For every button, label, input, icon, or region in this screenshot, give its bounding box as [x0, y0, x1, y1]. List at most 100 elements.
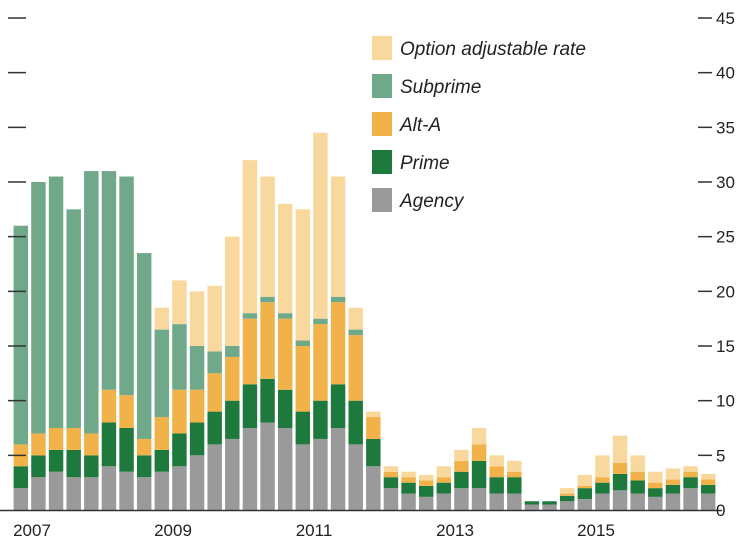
bar-subprime-2009-07	[189, 346, 205, 390]
bar-prime-2009-01	[154, 449, 170, 472]
bar-subprime-2010-04	[242, 313, 258, 319]
bar-alt-a-2015-10	[630, 471, 645, 481]
bar-agency-2016-10	[700, 493, 716, 510]
bar-option-adjustable-rate-2009-01	[154, 307, 170, 330]
bar-alt-a-2015-04	[595, 477, 610, 483]
bar-prime-2009-07	[189, 422, 205, 456]
bar-subprime-2009-04	[172, 324, 187, 390]
bar-alt-a-2015-01	[577, 485, 593, 489]
bars-group	[13, 132, 716, 510]
bar-option-adjustable-rate-2015-01	[577, 475, 593, 486]
y-tick-label-20: 20	[716, 282, 735, 301]
bar-subprime-2011-04	[313, 318, 328, 325]
bar-option-adjustable-rate-2016-04	[665, 468, 681, 480]
bar-alt-a-2013-07	[471, 444, 487, 461]
bar-prime-2014-04	[524, 501, 540, 505]
bar-agency-2016-01	[648, 496, 663, 510]
bar-option-adjustable-rate-2014-10	[559, 488, 575, 494]
y-tick-label-40: 40	[716, 64, 735, 83]
bar-prime-2007-01	[13, 466, 29, 489]
bar-prime-2010-07	[260, 378, 275, 423]
legend-swatch-subprime	[372, 74, 392, 98]
bar-option-adjustable-rate-2010-07	[260, 176, 275, 297]
bar-agency-2011-01	[295, 444, 311, 510]
bar-alt-a-2016-01	[648, 482, 663, 489]
bar-prime-2014-07	[542, 501, 557, 505]
bar-agency-2014-04	[524, 504, 540, 510]
bar-option-adjustable-rate-2010-01	[225, 236, 240, 346]
bar-prime-2007-04	[31, 455, 46, 478]
bar-alt-a-2007-10	[66, 428, 81, 450]
bar-subprime-2009-10	[207, 351, 222, 374]
bar-subprime-2008-01	[84, 171, 99, 434]
bar-alt-a-2010-04	[242, 318, 258, 385]
legend-label-alt-a: Alt-A	[399, 115, 441, 136]
bar-prime-2012-10	[418, 485, 434, 497]
bar-prime-2011-07	[330, 384, 346, 428]
bar-alt-a-2011-01	[295, 346, 311, 412]
bar-agency-2010-10	[277, 428, 293, 510]
bar-agency-2012-04	[383, 488, 399, 510]
bar-option-adjustable-rate-2009-07	[189, 291, 205, 346]
bar-prime-2007-10	[66, 449, 81, 478]
bar-option-adjustable-rate-2013-07	[471, 428, 487, 445]
bar-alt-a-2011-10	[348, 335, 363, 401]
bar-alt-a-2008-07	[119, 395, 134, 428]
bar-option-adjustable-rate-2016-07	[683, 466, 698, 472]
bar-subprime-2007-01	[13, 225, 29, 445]
bar-agency-2013-10	[489, 493, 504, 510]
bar-agency-2008-10	[136, 477, 152, 510]
bar-option-adjustable-rate-2009-10	[207, 285, 222, 352]
bar-option-adjustable-rate-2011-01	[295, 209, 311, 341]
bar-prime-2012-07	[401, 482, 416, 494]
legend-swatch-prime	[372, 150, 392, 174]
bar-alt-a-2013-10	[489, 466, 504, 478]
bar-option-adjustable-rate-2012-01	[366, 411, 381, 418]
bar-alt-a-2011-07	[330, 302, 346, 385]
bar-agency-2007-10	[66, 477, 81, 510]
bar-agency-2009-01	[154, 471, 170, 510]
bar-option-adjustable-rate-2016-10	[700, 473, 716, 480]
bar-option-adjustable-rate-2016-01	[648, 471, 663, 483]
bar-agency-2009-10	[207, 444, 222, 510]
bar-alt-a-2008-01	[84, 433, 99, 456]
bar-prime-2016-07	[683, 477, 698, 489]
bar-option-adjustable-rate-2012-04	[383, 466, 399, 472]
bar-prime-2014-01	[507, 477, 522, 494]
bar-prime-2011-04	[313, 400, 328, 439]
bar-option-adjustable-rate-2013-04	[454, 449, 469, 461]
bar-alt-a-2012-04	[383, 471, 399, 478]
bar-option-adjustable-rate-2015-04	[595, 455, 610, 478]
x-tick-label-2013: 2013	[436, 521, 474, 540]
bar-agency-2014-10	[559, 501, 575, 510]
bar-subprime-2011-07	[330, 296, 346, 303]
bar-agency-2011-07	[330, 428, 346, 510]
bar-alt-a-2015-07	[612, 462, 628, 474]
legend-label-prime: Prime	[400, 153, 450, 174]
bar-agency-2009-04	[172, 466, 187, 510]
bar-alt-a-2009-04	[172, 389, 187, 434]
bar-option-adjustable-rate-2011-10	[348, 307, 363, 330]
x-tick-label-2011: 2011	[296, 521, 333, 540]
bar-prime-2013-07	[471, 460, 487, 489]
y-tick-label-30: 30	[716, 173, 735, 192]
y-tick-label-45: 45	[716, 9, 735, 28]
bar-agency-2011-04	[313, 438, 328, 510]
bar-alt-a-2008-10	[136, 438, 152, 456]
bar-option-adjustable-rate-2009-04	[172, 280, 187, 325]
bar-subprime-2011-10	[348, 329, 363, 336]
y-tick-label-10: 10	[716, 392, 735, 411]
bar-subprime-2008-07	[119, 176, 134, 396]
bar-alt-a-2016-10	[700, 479, 716, 485]
bar-prime-2015-10	[630, 480, 645, 494]
bar-subprime-2007-10	[66, 209, 81, 428]
bar-agency-2010-04	[242, 428, 258, 510]
bar-option-adjustable-rate-2010-10	[277, 203, 293, 314]
bar-alt-a-2008-04	[101, 389, 117, 423]
y-tick-label-15: 15	[716, 337, 735, 356]
bar-alt-a-2007-07	[48, 428, 64, 450]
x-tick-label-2007: 2007	[13, 521, 51, 540]
bar-option-adjustable-rate-2012-07	[401, 471, 416, 478]
legend-swatch-option-adjustable-rate	[372, 36, 392, 60]
bar-agency-2014-07	[542, 504, 557, 510]
